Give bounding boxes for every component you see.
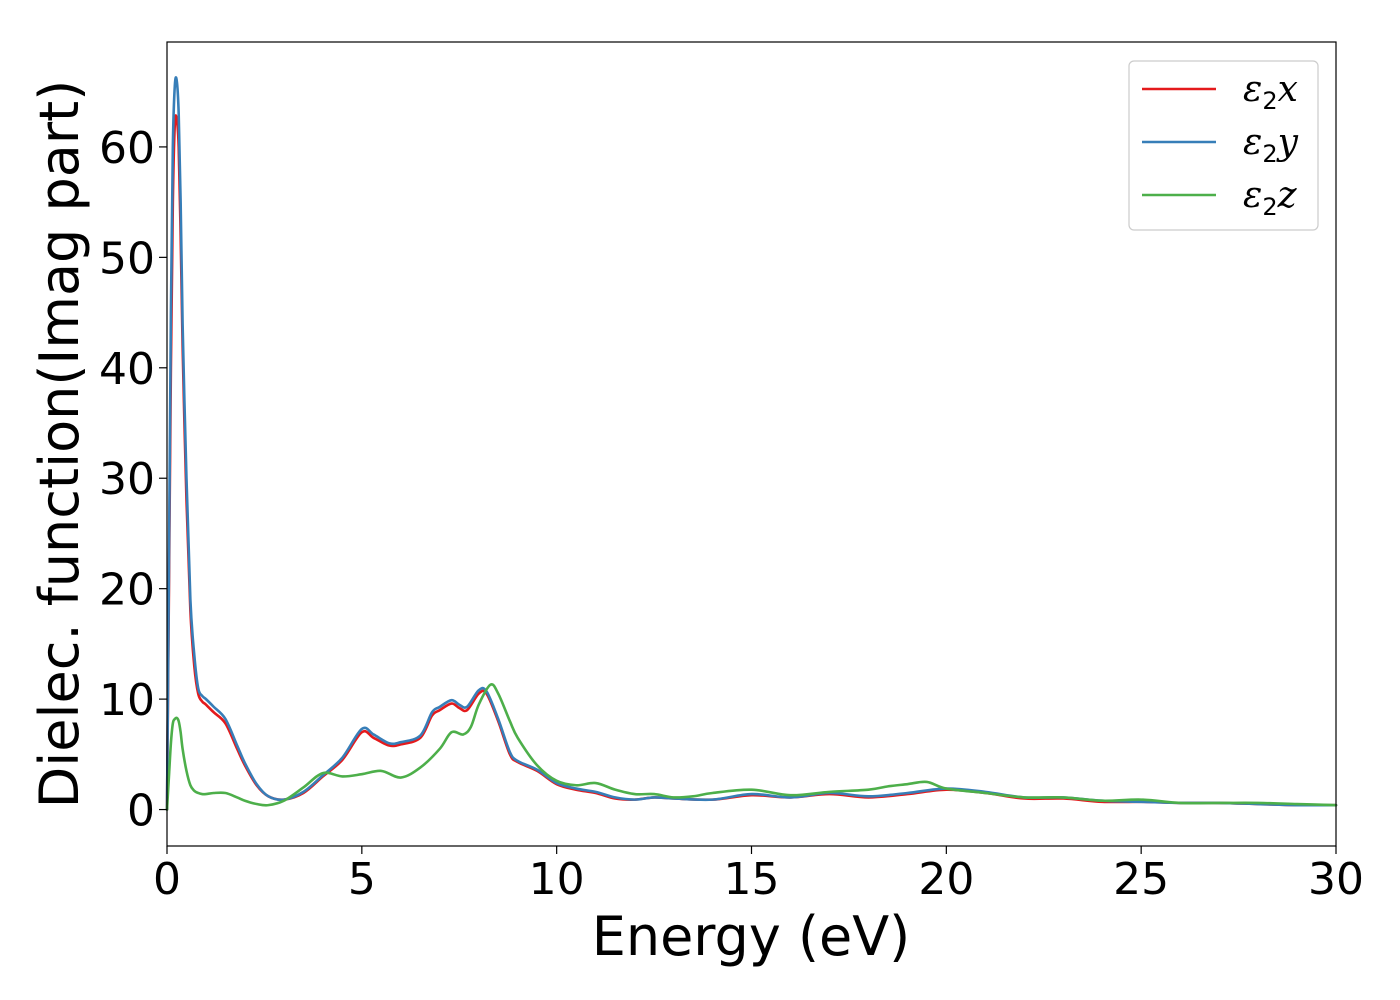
legend-label-x: ε2x <box>1243 69 1298 115</box>
legend-box <box>1128 60 1319 231</box>
x-axis-label: Energy (eV) <box>592 905 911 968</box>
y-tick-label: 60 <box>99 123 155 174</box>
x-tick-label: 10 <box>529 854 585 905</box>
y-tick-label: 10 <box>99 675 155 726</box>
legend-label-z: ε2z <box>1243 175 1298 221</box>
series-layer <box>165 76 1338 811</box>
legend: ε2x ε2y ε2z <box>1128 60 1319 231</box>
y-axis-label: Dielec. function(Imag part) <box>28 80 91 809</box>
y-tick-label: 30 <box>99 454 155 505</box>
legend-label-y: ε2y <box>1243 122 1299 168</box>
x-tick-label: 15 <box>724 854 780 905</box>
series-line-y <box>165 76 1338 811</box>
y-tick-label: 40 <box>99 344 155 395</box>
x-tick-label: 30 <box>1308 854 1364 905</box>
series-line-z <box>165 683 1338 811</box>
x-tick-label: 20 <box>918 854 974 905</box>
y-ticks: 0 10 20 30 40 50 60 <box>99 123 167 837</box>
x-tick-label: 0 <box>153 854 181 905</box>
y-tick-label: 50 <box>99 233 155 284</box>
x-tick-label: 25 <box>1113 854 1169 905</box>
x-tick-label: 5 <box>348 854 376 905</box>
y-tick-label: 0 <box>127 786 155 837</box>
x-ticks: 0 5 10 15 20 25 30 <box>153 846 1364 905</box>
y-tick-label: 20 <box>99 565 155 616</box>
